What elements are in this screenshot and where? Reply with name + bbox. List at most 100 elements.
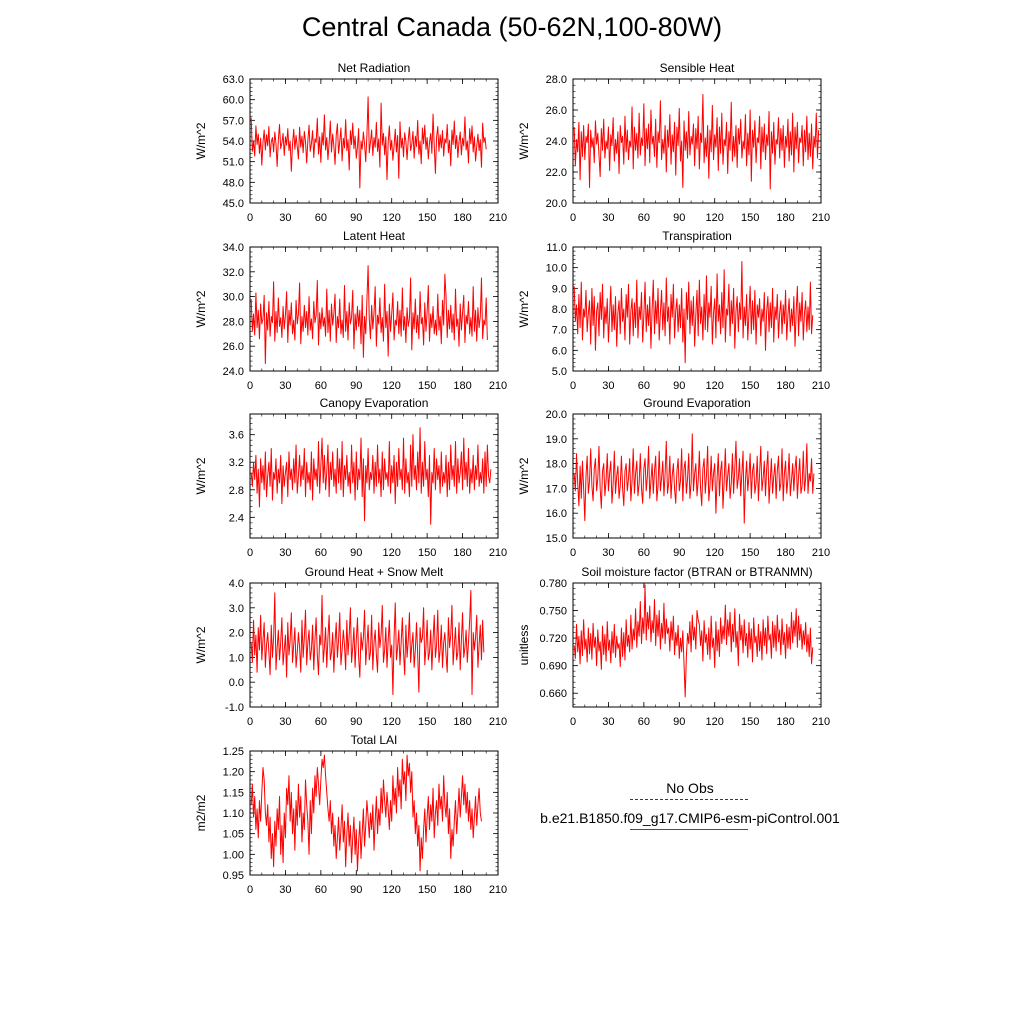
panel-frame [572, 582, 822, 708]
x-tick-label: 120 [383, 380, 401, 392]
x-tick-label: 210 [812, 380, 830, 392]
x-tick-label: 0 [247, 884, 253, 896]
y-tick-label: 6.0 [552, 345, 567, 357]
y-tick-label: 0.95 [223, 870, 244, 882]
x-tick-label: 90 [350, 380, 362, 392]
legend: No Obs b.e21.B1850.f09_g17.CMIP6-esm-piC… [520, 780, 860, 840]
x-tick-label: 60 [315, 716, 327, 728]
y-tick-label: 32.0 [223, 267, 244, 279]
y-tick-label: 9.0 [552, 283, 567, 295]
series-line-1 [573, 94, 820, 190]
x-tick-label: 150 [418, 212, 436, 224]
y-tick-label: 15.0 [546, 533, 567, 545]
y-tick-label: 0.660 [539, 688, 567, 700]
y-tick-label: 1.15 [223, 787, 244, 799]
y-tick-label: 20.0 [546, 198, 567, 210]
panel-frame [249, 413, 499, 539]
x-tick-label: 90 [350, 716, 362, 728]
y-tick-label: 16.0 [546, 508, 567, 520]
y-axis-label: W/m^2 [194, 626, 208, 663]
x-tick-label: 90 [350, 547, 362, 559]
x-tick-label: 210 [812, 716, 830, 728]
y-tick-label: 3.0 [229, 603, 244, 615]
y-tick-label: 45.0 [223, 198, 244, 210]
panel-2: Sensible Heat W/m^2 0 30 60 90 120 150 180 210 20.… [517, 61, 830, 224]
x-tick-label: 60 [638, 716, 650, 728]
y-tick-label: 24.0 [546, 136, 567, 148]
x-tick-label: 210 [489, 212, 507, 224]
y-tick-label: 18.0 [546, 459, 567, 471]
x-tick-label: 0 [570, 547, 576, 559]
x-tick-label: 210 [489, 884, 507, 896]
x-tick-label: 210 [489, 380, 507, 392]
legend-entry-model: b.e21.B1850.f09_g17.CMIP6-esm-piControl.… [520, 810, 860, 840]
x-tick-label: 0 [247, 716, 253, 728]
y-tick-label: 0.750 [539, 606, 567, 618]
panel-1: Net Radiation W/m^2 0 30 60 90 120 150 180 210 45.… [194, 61, 507, 224]
x-tick-label: 180 [453, 212, 471, 224]
x-tick-label: 90 [673, 547, 685, 559]
y-tick-label: 20.0 [546, 409, 567, 421]
y-tick-label: 7.0 [552, 325, 567, 337]
x-tick-label: 150 [418, 547, 436, 559]
x-tick-label: 120 [706, 547, 724, 559]
series-line-1 [250, 427, 492, 525]
y-tick-label: 2.0 [229, 628, 244, 640]
series-line-1 [250, 265, 488, 365]
x-tick-label: 120 [383, 716, 401, 728]
y-axis-label: W/m^2 [517, 457, 531, 494]
x-tick-label: 30 [279, 380, 291, 392]
y-tick-label: 1.05 [223, 829, 244, 841]
y-tick-label: 8.0 [552, 304, 567, 316]
panel-5: Canopy Evaporation W/m^2 0 30 60 90 120 150 180 2… [194, 396, 507, 559]
x-tick-label: 30 [279, 547, 291, 559]
x-tick-label: 180 [453, 884, 471, 896]
panel-6: Ground Evaporation W/m^2 0 30 60 90 120 150 180 2… [517, 396, 830, 559]
panel-9: Total LAI m2/m2 0 30 60 90 120 150 180 210 0.95 1.0… [194, 733, 507, 896]
legend-line-model [630, 829, 748, 830]
panel-title: Canopy Evaporation [320, 396, 429, 410]
x-tick-label: 60 [638, 547, 650, 559]
y-tick-label: 5.0 [552, 366, 567, 378]
legend-label-obs: No Obs [666, 780, 714, 796]
x-tick-label: 30 [602, 380, 614, 392]
panel-frame [249, 582, 499, 708]
x-tick-label: 210 [489, 716, 507, 728]
y-tick-label: 48.0 [223, 177, 244, 189]
x-tick-label: 120 [383, 884, 401, 896]
y-axis-label: W/m^2 [194, 457, 208, 494]
series-line-1 [573, 584, 814, 698]
x-tick-label: 150 [418, 716, 436, 728]
y-axis-label: W/m^2 [194, 122, 208, 159]
figure-title: Central Canada (50-62N,100-80W) [301, 12, 723, 42]
x-tick-label: 180 [776, 716, 794, 728]
panel-title: Soil moisture factor (BTRAN or BTRANMN) [581, 565, 812, 579]
panel-3: Latent Heat W/m^2 0 30 60 90 120 150 180 210 24.0 2… [194, 229, 507, 392]
y-tick-label: 3.6 [229, 430, 244, 442]
x-tick-label: 180 [453, 380, 471, 392]
y-tick-label: 17.0 [546, 483, 567, 495]
x-tick-label: 60 [315, 547, 327, 559]
x-tick-label: 210 [812, 212, 830, 224]
panel-title: Sensible Heat [660, 61, 735, 75]
x-tick-label: 120 [383, 547, 401, 559]
y-tick-label: 28.0 [546, 74, 567, 86]
x-tick-label: 30 [602, 212, 614, 224]
panel-title: Ground Heat + Snow Melt [305, 565, 444, 579]
y-tick-label: 2.8 [229, 485, 244, 497]
x-tick-label: 120 [706, 212, 724, 224]
x-tick-label: 60 [638, 212, 650, 224]
y-tick-label: 0.690 [539, 661, 567, 673]
x-tick-label: 90 [350, 884, 362, 896]
x-tick-label: 60 [315, 212, 327, 224]
x-tick-label: 60 [315, 884, 327, 896]
series-line-1 [573, 433, 815, 524]
x-tick-label: 180 [776, 212, 794, 224]
x-tick-label: 180 [453, 716, 471, 728]
x-tick-label: 30 [279, 716, 291, 728]
y-tick-label: 63.0 [223, 74, 244, 86]
y-axis-label: W/m^2 [194, 290, 208, 327]
x-tick-label: 150 [418, 380, 436, 392]
y-axis-label: unitless [517, 625, 531, 666]
